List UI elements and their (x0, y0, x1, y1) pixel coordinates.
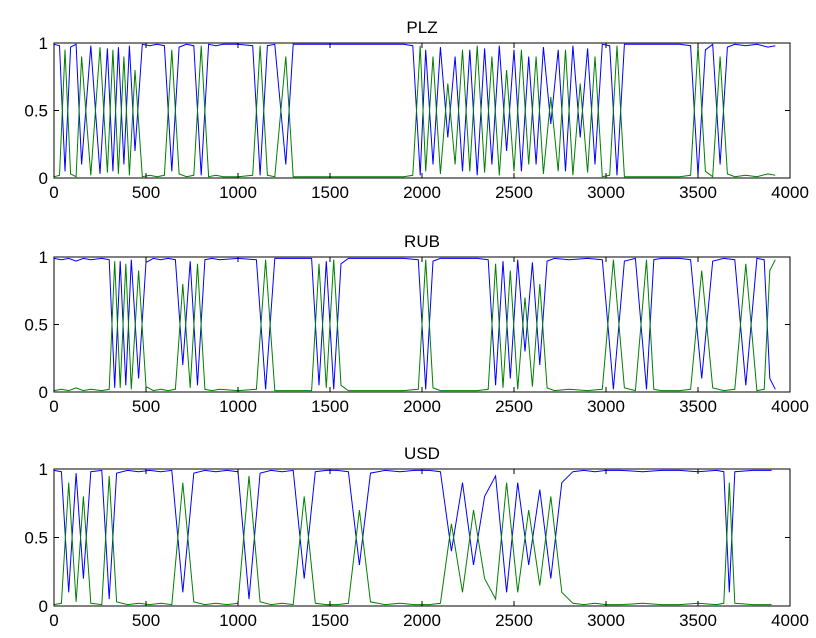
x-tick-label: 1000 (219, 397, 257, 416)
subplot-title: PLZ (406, 18, 437, 37)
y-tick-label: 1 (39, 34, 48, 53)
x-tick-label: 500 (132, 611, 160, 630)
series-line-2 (53, 475, 772, 606)
subplot-1: 0 500 1000 1500 2000 2500 3000 3500 4000 0 0.5 1 PLZ (24, 18, 809, 202)
x-tick-label: 4000 (771, 183, 809, 202)
x-tick-label: 2000 (403, 611, 441, 630)
x-tick-label: 1500 (311, 397, 349, 416)
y-tick-label: 0.5 (24, 529, 48, 548)
x-tick-label: 0 (49, 397, 58, 416)
series-line-2 (53, 45, 776, 178)
x-tick-label: 2500 (495, 397, 533, 416)
subplot-title: RUB (404, 232, 440, 251)
x-tick-label: 3500 (679, 397, 717, 416)
y-tick-label: 1 (39, 248, 48, 267)
x-tick-label: 0 (49, 183, 58, 202)
y-tick-label: 0.5 (24, 102, 48, 121)
x-tick-label: 1000 (219, 611, 257, 630)
x-tick-label: 3000 (587, 183, 625, 202)
series-line-2 (53, 259, 776, 392)
x-tick-label: 1500 (311, 183, 349, 202)
y-tick-label: 0 (39, 169, 48, 188)
subplot-3: 0 500 1000 1500 2000 2500 3000 3500 4000 0 0.5 1 USD (24, 444, 809, 630)
y-tick-label: 0 (39, 597, 48, 616)
y-tick-label: 0.5 (24, 316, 48, 335)
x-tick-label: 0 (49, 611, 58, 630)
x-tick-label: 4000 (771, 611, 809, 630)
x-tick-label: 500 (132, 397, 160, 416)
x-tick-label: 3500 (679, 183, 717, 202)
x-tick-label: 2500 (495, 611, 533, 630)
axes-box (53, 42, 791, 179)
x-tick-label: 1000 (219, 183, 257, 202)
x-tick-label: 2000 (403, 397, 441, 416)
series-line-1 (53, 257, 776, 390)
x-tick-label: 1500 (311, 611, 349, 630)
y-tick-label: 1 (39, 460, 48, 479)
x-tick-label: 2500 (495, 183, 533, 202)
axes-box (53, 468, 791, 607)
x-tick-label: 3000 (587, 397, 625, 416)
y-tick-label: 0 (39, 383, 48, 402)
series-line-1 (53, 469, 772, 600)
subplot-2: 0 500 1000 1500 2000 2500 3000 3500 4000 0 0.5 1 RUB (24, 232, 809, 416)
subplot-title: USD (404, 444, 440, 463)
x-tick-label: 3500 (679, 611, 717, 630)
x-tick-label: 3000 (587, 611, 625, 630)
x-tick-label: 500 (132, 183, 160, 202)
x-tick-label: 2000 (403, 183, 441, 202)
x-tick-label: 4000 (771, 397, 809, 416)
